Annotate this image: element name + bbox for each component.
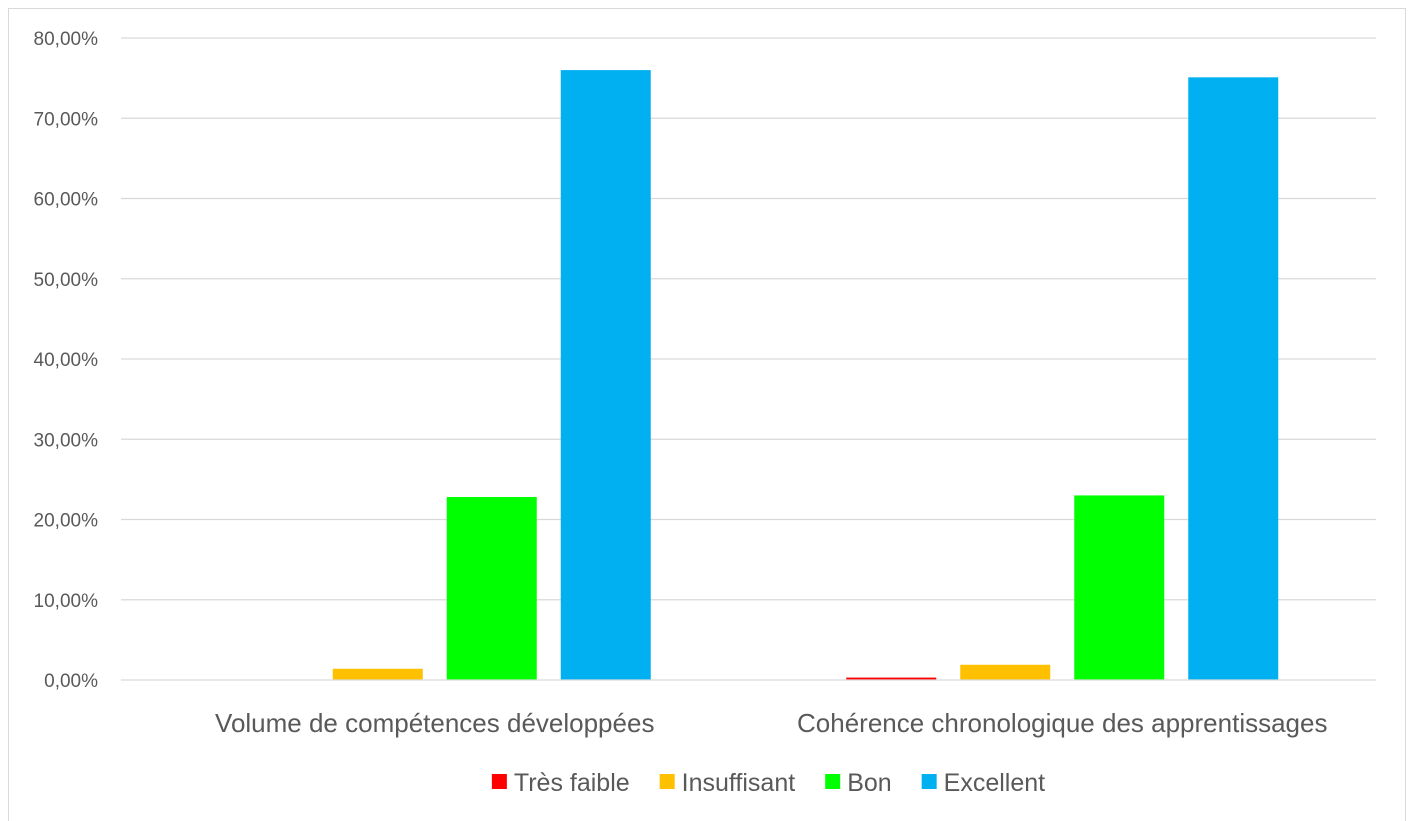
legend-label: Insuffisant [682, 769, 796, 797]
y-tick-label: 50,00% [34, 270, 99, 291]
legend-swatch [659, 774, 675, 789]
y-tick-label: 70,00% [34, 109, 99, 130]
legend-swatch [825, 774, 841, 789]
legend-swatch [491, 774, 507, 789]
y-tick-label: 40,00% [34, 350, 99, 371]
bar-excellent-1 [560, 70, 651, 681]
legend-label: Très faible [514, 769, 630, 797]
y-tick-label: 0,00% [44, 671, 98, 692]
legend-item: Très faible [491, 769, 630, 797]
x-category-label: Volume de compétences développées [215, 708, 654, 738]
y-axis: 0,00% 10,00% 20,00% 30,00% 40,00% 50,00% 60,00… [34, 29, 99, 692]
bar-bon-1 [446, 497, 537, 680]
chart-frame [8, 8, 1406, 821]
y-tick-label: 30,00% [34, 430, 99, 451]
bar-bon-2 [1074, 495, 1165, 680]
legend-item: Excellent [921, 769, 1045, 797]
legend-item: Bon [825, 769, 892, 797]
legend: Très faible Insuffisant Bon Excellent [491, 769, 1045, 797]
y-tick-label: 20,00% [34, 511, 99, 532]
x-axis: Volume de compétences développées Cohéren… [215, 708, 1327, 738]
bars [332, 70, 1279, 681]
y-tick-label: 10,00% [34, 591, 99, 612]
bar-insuffisant-2 [960, 664, 1051, 680]
y-tick-label: 60,00% [34, 190, 99, 211]
legend-item: Insuffisant [659, 769, 796, 797]
x-category-label: Cohérence chronologique des apprentissag… [797, 708, 1327, 738]
y-tick-label: 80,00% [34, 29, 99, 50]
legend-label: Bon [847, 769, 891, 797]
bar-insuffisant-1 [332, 668, 423, 680]
legend-label: Excellent [944, 769, 1045, 797]
gridlines [121, 37, 1376, 601]
bar-tr-s-faible-2 [846, 677, 937, 680]
bar-excellent-2 [1188, 77, 1279, 680]
legend-swatch [921, 774, 937, 789]
